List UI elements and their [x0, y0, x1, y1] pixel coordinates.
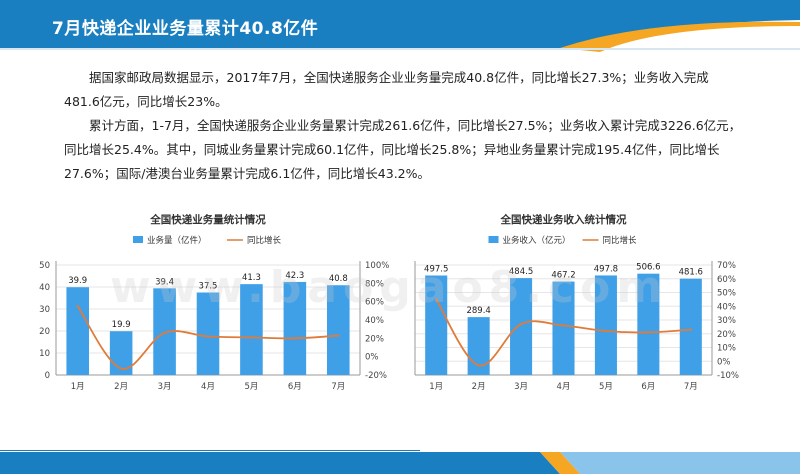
- growth-point-1: [435, 298, 438, 301]
- x-tick-label: 6月: [641, 382, 655, 392]
- y-tick-label: 30: [39, 305, 50, 315]
- y2-tick-label: 60%: [717, 275, 736, 285]
- growth-point-2: [477, 364, 480, 367]
- bar-5: [240, 284, 263, 375]
- bar-value-label: 37.5: [199, 282, 218, 292]
- legend-line-label: 同比增长: [247, 235, 282, 246]
- x-tick-label: 5月: [599, 382, 613, 392]
- bar-value-label: 506.6: [636, 263, 660, 273]
- y-tick-label: 40: [39, 283, 50, 293]
- footer-bar: [0, 450, 800, 474]
- bar-7: [679, 278, 702, 375]
- y-tick-label: 20: [39, 327, 50, 337]
- bar-value-label: 39.9: [68, 276, 87, 286]
- x-tick-label: 1月: [429, 382, 443, 392]
- bar-value-label: 467.2: [551, 271, 575, 281]
- bar-value-label: 41.3: [242, 273, 261, 283]
- header-banner: [0, 0, 800, 52]
- legend-bar-label: 业务收入（亿元）: [503, 235, 571, 246]
- x-tick-label: 4月: [201, 382, 215, 392]
- growth-point-7: [337, 334, 340, 337]
- growth-point-2: [119, 367, 123, 370]
- bar-value-label: 39.4: [155, 277, 174, 287]
- y2-tick-label: 0%: [365, 353, 379, 363]
- slide-footer: [0, 440, 800, 474]
- y2-tick-label: 30%: [717, 316, 736, 326]
- x-tick-label: 3月: [158, 382, 172, 392]
- bar-value-label: 19.9: [112, 320, 131, 330]
- chart-revenue: 全国快递业务收入统计情况 业务收入（亿元） 同比增长 70% 60% 50% 40% 30% 2…: [405, 205, 750, 410]
- y2-tick-label: 10%: [717, 344, 736, 354]
- y-tick-label: 50: [39, 261, 50, 271]
- y-tick-label: 10: [39, 349, 50, 359]
- bar-4: [552, 281, 575, 375]
- y2-tick-label: 20%: [717, 330, 736, 340]
- bar-value-label: 42.3: [285, 271, 304, 281]
- y2-tick-label: 50%: [717, 289, 736, 299]
- legend-line-label: 同比增长: [603, 235, 638, 246]
- bar-4: [196, 292, 220, 375]
- paragraph-monthly: 据国家邮政局数据显示，2017年7月，全国快递服务企业业务量完成40.8亿件，同…: [64, 70, 709, 109]
- growth-point-4: [206, 335, 210, 338]
- growth-point-7: [689, 328, 692, 331]
- chart-volume: 全国快递业务量统计情况 业务量（亿件） 同比增长 50 40 30 20 10 0 100% 80%…: [30, 205, 400, 410]
- y2-tick-label: 0%: [717, 357, 731, 367]
- y2-tick-label: 80%: [365, 279, 384, 289]
- bar-5: [594, 275, 617, 375]
- y2-tick-label: 20%: [365, 334, 384, 344]
- x-tick-label: 1月: [71, 382, 85, 392]
- y2-tick-label: -20%: [365, 371, 387, 381]
- bar-value-label: 40.8: [329, 274, 348, 284]
- x-tick-label: 2月: [472, 382, 486, 392]
- bar-value-label: 497.5: [424, 265, 448, 275]
- legend-bar-swatch: [133, 236, 143, 243]
- x-tick-label: 7月: [331, 382, 345, 392]
- growth-point-3: [519, 322, 523, 326]
- bar-value-label: 484.5: [509, 267, 533, 277]
- bar-value-label: 289.4: [466, 306, 490, 316]
- bar-6: [283, 281, 307, 375]
- bar-1: [425, 275, 448, 375]
- x-tick-label: 6月: [288, 382, 302, 392]
- growth-point-4: [562, 324, 565, 327]
- growth-point-5: [250, 336, 253, 339]
- y2-tick-label: 40%: [365, 316, 384, 326]
- bar-value-label: 497.8: [594, 264, 618, 274]
- body-text: 据国家邮政局数据显示，2017年7月，全国快递服务企业业务量完成40.8亿件，同…: [64, 66, 744, 186]
- slide-header: 7月快递企业业务量累计40.8亿件: [0, 0, 800, 60]
- bar-2: [467, 317, 490, 375]
- bar-6: [637, 273, 660, 375]
- slide-title: 7月快递企业业务量累计40.8亿件: [52, 19, 319, 39]
- y-tick-label: 0: [45, 371, 50, 381]
- x-tick-label: 5月: [244, 382, 258, 392]
- bar-3: [510, 278, 533, 375]
- paragraph-cumulative: 累计方面，1-7月，全国快递服务企业业务量累计完成261.6亿件，同比增长27.…: [64, 118, 742, 181]
- bar-value-label: 481.6: [679, 268, 703, 278]
- y2-tick-label: 40%: [717, 302, 736, 312]
- bar-1: [66, 287, 90, 375]
- growth-point-3: [163, 331, 166, 335]
- growth-point-5: [604, 329, 608, 333]
- bar-7: [326, 285, 350, 375]
- growth-point-6: [293, 337, 297, 340]
- y2-tick-label: 70%: [717, 261, 736, 271]
- y2-tick-label: 100%: [365, 261, 389, 271]
- x-tick-label: 7月: [684, 382, 698, 392]
- chart-title: 全国快递业务收入统计情况: [500, 213, 627, 226]
- growth-point-6: [647, 331, 650, 334]
- x-tick-label: 3月: [514, 382, 528, 392]
- y2-tick-label: 60%: [365, 298, 384, 308]
- legend-bar-swatch: [488, 236, 499, 243]
- legend-bar-label: 业务量（亿件）: [147, 235, 207, 246]
- chart-title: 全国快递业务量统计情况: [149, 213, 266, 226]
- x-tick-label: 4月: [557, 382, 571, 392]
- growth-point-1: [76, 305, 79, 308]
- x-tick-label: 2月: [114, 382, 128, 392]
- y2-tick-label: -10%: [717, 371, 739, 381]
